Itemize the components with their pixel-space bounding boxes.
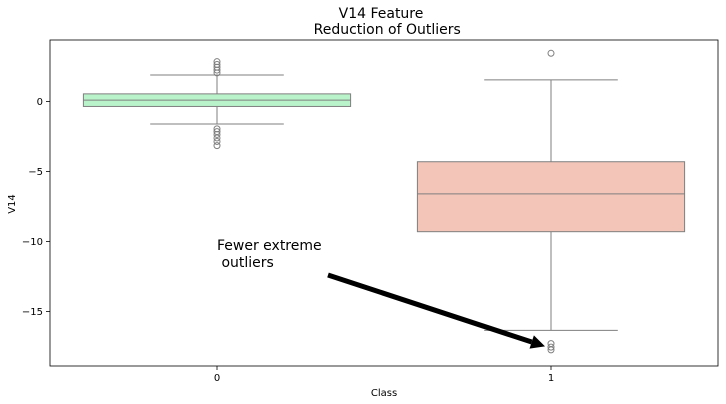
outlier-point-class-0	[213, 137, 221, 145]
outlier-point-class-0	[213, 58, 221, 66]
box-class-1	[416, 161, 686, 233]
annotation-text: Fewer extreme	[217, 238, 322, 254]
y-tick-label: 0	[37, 97, 43, 108]
y-tick-label: −10	[22, 237, 43, 248]
plot-area: 0 −5 −10 −15 0 1 Fewer extreme outliers	[22, 39, 719, 384]
outlier-point-class-1	[547, 49, 555, 57]
x-axis-label: Class	[371, 388, 397, 399]
y-axis-label: V14	[7, 194, 18, 214]
annotation-arrow-head	[529, 335, 545, 349]
plot-frame	[49, 39, 719, 367]
x-tick-label: 0	[214, 373, 220, 384]
outlier-point-class-0	[213, 60, 221, 68]
outlier-point-class-0	[213, 134, 221, 142]
annotation-arrow-shaft	[327, 272, 533, 345]
outlier-point-class-1	[547, 346, 555, 354]
y-tick-label: −5	[28, 167, 43, 178]
annotation-text: outliers	[217, 255, 274, 271]
chart-title-line-1: V14 Feature	[339, 6, 424, 22]
outlier-point-class-1	[547, 343, 555, 351]
y-tick-label: −15	[22, 307, 43, 318]
outlier-point-class-0	[213, 142, 221, 150]
outlier-point-class-0	[213, 130, 221, 138]
chart-title-line-2: Reduction of Outliers	[309, 22, 461, 38]
x-tick-label: 1	[548, 373, 554, 384]
